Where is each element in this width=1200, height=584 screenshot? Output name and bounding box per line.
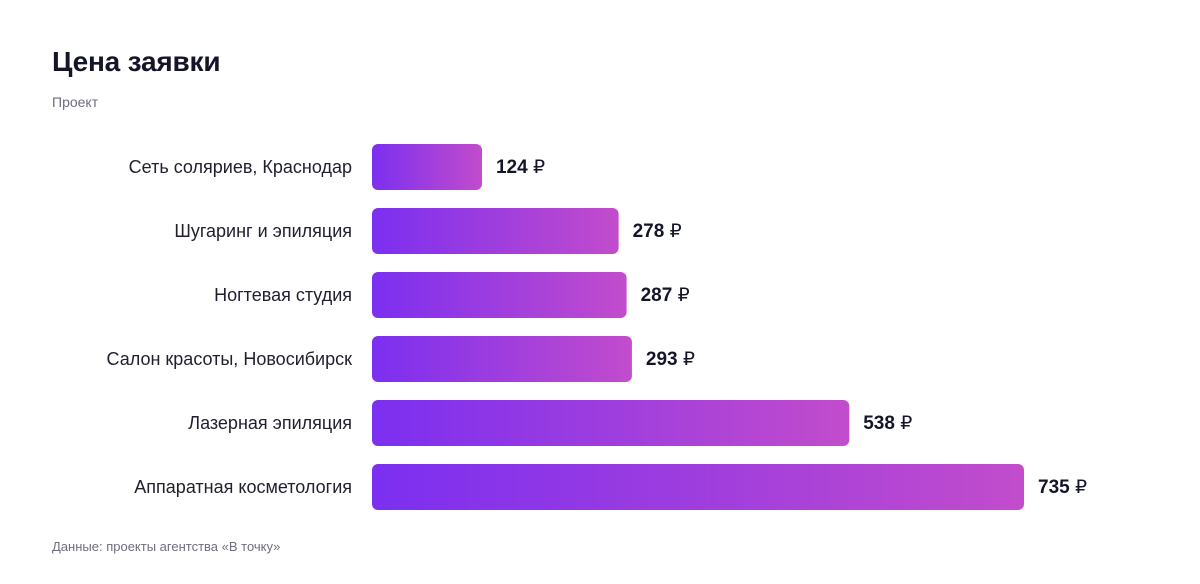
bar: [372, 464, 1024, 510]
value-label: 287 ₽: [641, 285, 690, 306]
value-label: 293 ₽: [646, 349, 695, 370]
value-label: 538 ₽: [863, 413, 912, 434]
category-label: Сеть соляриев, Краснодар: [129, 157, 352, 177]
bar: [372, 336, 632, 382]
category-label: Ногтевая студия: [214, 285, 352, 305]
bar: [372, 272, 627, 318]
chart-title: Цена заявки: [52, 46, 221, 77]
bar: [372, 144, 482, 190]
value-label: 735 ₽: [1038, 477, 1087, 498]
category-label: Салон красоты, Новосибирск: [107, 349, 353, 369]
category-label: Аппаратная косметология: [134, 477, 352, 497]
bar: [372, 208, 619, 254]
value-label: 278 ₽: [633, 221, 682, 242]
chart-footnote: Данные: проекты агентства «В точку»: [52, 539, 281, 554]
chart-subtitle: Проект: [52, 94, 99, 110]
value-label: 124 ₽: [496, 157, 545, 178]
category-label: Шугаринг и эпиляция: [174, 221, 352, 241]
category-label: Лазерная эпиляция: [188, 413, 352, 433]
bar: [372, 400, 850, 446]
